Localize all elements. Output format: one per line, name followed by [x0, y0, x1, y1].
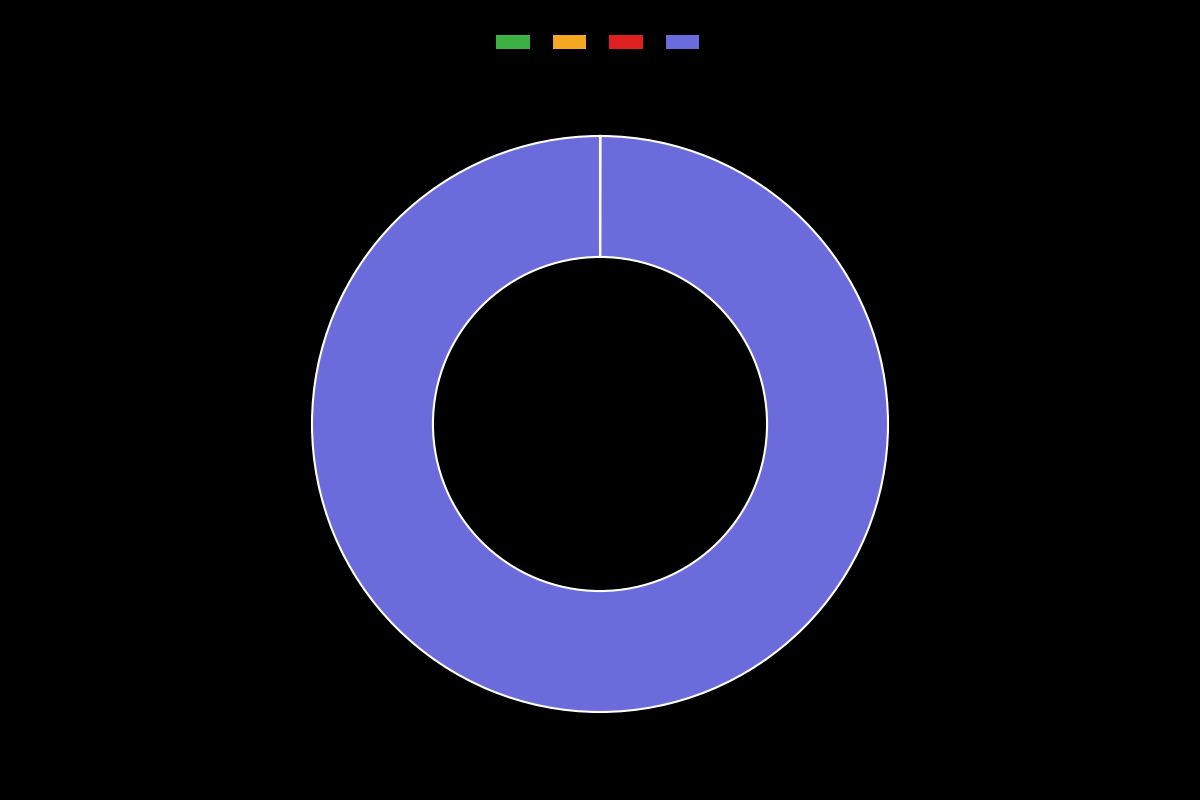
Legend: , , , : , , ,: [490, 29, 710, 56]
Wedge shape: [312, 136, 888, 712]
